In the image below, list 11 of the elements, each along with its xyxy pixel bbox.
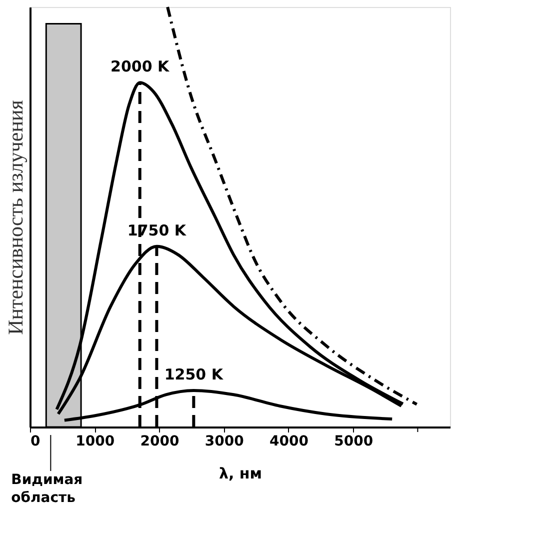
x-tick-label: 0 <box>30 434 40 450</box>
x-tick-label: 3000 <box>204 434 244 450</box>
band-label: Видимая область <box>11 472 83 506</box>
x-tick-label: 2000 <box>140 434 180 450</box>
x-tick-label: 1000 <box>76 434 115 450</box>
series-label: 1250 K <box>164 365 224 384</box>
x-tick-label: 5000 <box>334 434 374 450</box>
x-tick-label: 4000 <box>269 434 309 450</box>
x-axis-title: λ, нм <box>218 464 262 482</box>
series-label: 2000 K <box>110 58 171 76</box>
y-axis-title: Интенсивность излучения <box>4 100 28 335</box>
